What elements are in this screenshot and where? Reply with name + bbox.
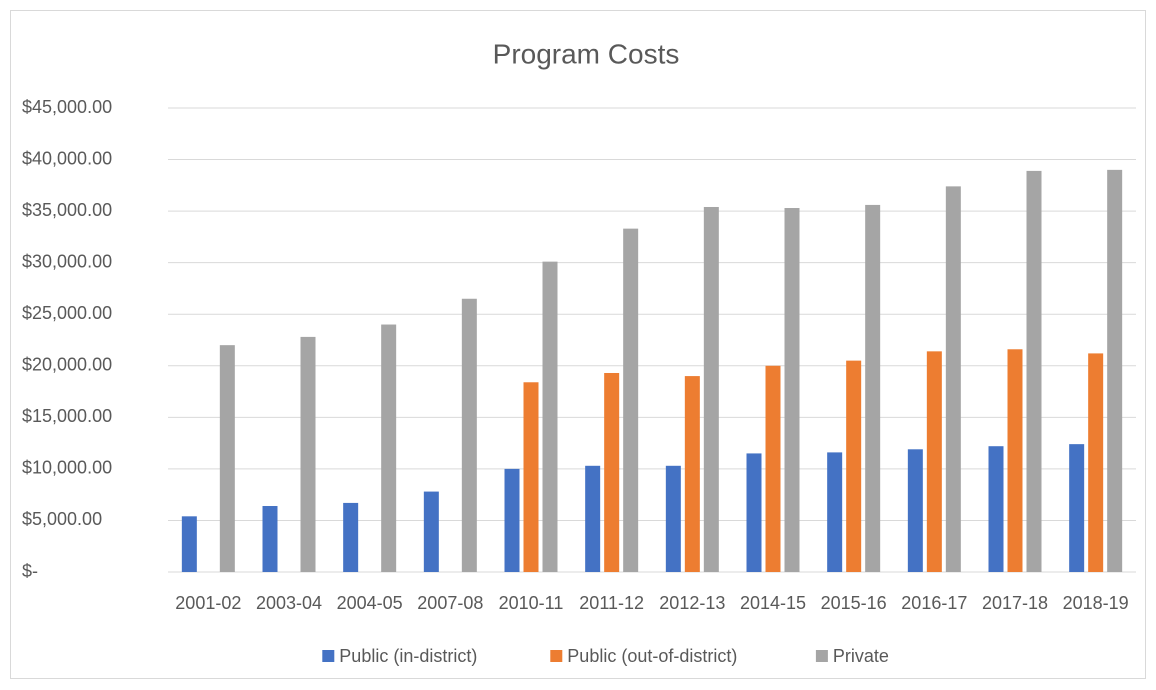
x-tick-label: 2011-12 [579, 593, 644, 613]
x-tick-label: 2003-04 [256, 593, 322, 613]
bar [604, 372, 620, 572]
y-tick-label: $25,000.00 [22, 303, 112, 323]
bar [1069, 444, 1085, 572]
bar [461, 298, 477, 572]
chart-border [10, 10, 1146, 679]
bar [1026, 170, 1042, 573]
bar [262, 506, 278, 572]
bar [219, 345, 235, 572]
bar [684, 376, 700, 572]
y-tick-label: $45,000.00 [22, 97, 112, 117]
y-tick-label: $40,000.00 [22, 148, 112, 168]
bar [381, 324, 397, 572]
y-tick-label: $35,000.00 [22, 200, 112, 220]
bar [1007, 349, 1023, 572]
bar [784, 208, 800, 573]
bar [988, 446, 1004, 572]
bar [623, 228, 639, 572]
legend-swatch [322, 650, 335, 662]
bar [523, 382, 539, 572]
bar [423, 491, 439, 572]
bar [343, 502, 359, 572]
x-tick-label: 2012-13 [659, 593, 725, 613]
bar [665, 465, 681, 572]
x-tick-label: 2014-15 [740, 593, 806, 613]
y-tick-label: $10,000.00 [22, 458, 112, 478]
y-tick-label: $20,000.00 [22, 355, 112, 375]
legend-label: Public (in-district) [339, 646, 477, 666]
bar [542, 261, 558, 572]
bar [181, 516, 197, 572]
bar [907, 449, 923, 572]
y-tick-label: $30,000.00 [22, 251, 112, 271]
bar [585, 465, 601, 572]
x-tick-label: 2015-16 [821, 593, 887, 613]
legend-swatch [815, 650, 828, 662]
bar [846, 360, 862, 572]
x-tick-label: 2004-05 [337, 593, 403, 613]
y-tick-label: $5,000.00 [22, 509, 102, 529]
x-tick-label: 2007-08 [417, 593, 483, 613]
x-tick-label: 2017-18 [982, 593, 1048, 613]
bar [827, 452, 843, 572]
x-tick-label: 2018-19 [1063, 593, 1129, 613]
x-tick-label: 2010-11 [499, 593, 564, 613]
bar [300, 336, 316, 572]
bar [1088, 353, 1104, 572]
legend-swatch [550, 650, 563, 662]
y-tick-label: $- [22, 561, 38, 581]
bar [765, 365, 781, 572]
bar [945, 186, 961, 572]
y-tick-label: $15,000.00 [22, 406, 112, 426]
legend-label: Private [833, 646, 889, 666]
bar [504, 468, 520, 572]
bar [703, 206, 719, 572]
chart-title: Program Costs [493, 38, 680, 69]
bar [746, 453, 762, 572]
bar [865, 204, 881, 572]
x-tick-label: 2001-02 [175, 593, 241, 613]
x-tick-label: 2016-17 [901, 593, 967, 613]
bar [1107, 169, 1123, 572]
bar [926, 351, 942, 572]
legend-label: Public (out-of-district) [567, 646, 737, 666]
